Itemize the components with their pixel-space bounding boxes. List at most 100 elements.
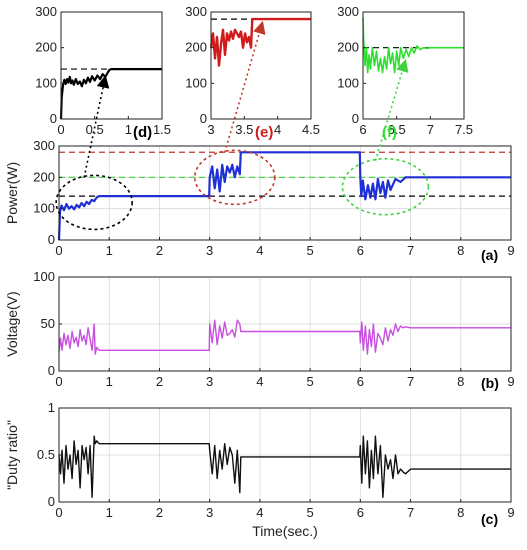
inset_f-xtick-label: 6.5: [388, 122, 406, 137]
duty-series-line: [58, 435, 511, 498]
inset_d-xtick-label: 1.5: [153, 122, 171, 137]
duty-xtick-label: 7: [407, 505, 414, 520]
inset_d-ytick-label: 0: [50, 111, 57, 126]
ellipse-f: [341, 157, 430, 216]
power-xtick-label: 0: [55, 243, 62, 258]
duty-xtick-label: 6: [357, 505, 364, 520]
inset_f-ytick-label: 100: [337, 75, 359, 90]
voltage-xtick-label: 7: [407, 374, 414, 389]
ellipse-e: [193, 149, 276, 206]
inset_e-xtick-label: 4: [274, 122, 281, 137]
inset-d-label: (d): [133, 124, 152, 141]
inset_f-axes-frame: [362, 11, 465, 120]
power-xtick-label: 4: [256, 243, 263, 258]
power-plot-area: [59, 146, 511, 240]
power-xtick-label: 3: [206, 243, 213, 258]
duty-xtick-label: 1: [106, 505, 113, 520]
duty-xlabel: Time(sec.): [252, 523, 318, 539]
inset-d-chart: 0 0.5 1.5 0 100 200 300 1: [35, 4, 171, 137]
voltage-xtick-label: 4: [256, 374, 263, 389]
inset_f-series-line: [362, 17, 464, 74]
power-ytick-label: 300: [33, 138, 55, 153]
voltage-xtick-label: 2: [156, 374, 163, 389]
inset_d-plot-area: [61, 12, 162, 119]
inset_f-xtick-label: 7: [427, 122, 434, 137]
zoom-annotations: [55, 20, 430, 231]
power-ytick-label: 100: [33, 201, 55, 216]
inset_d-xtick-label: 0: [57, 122, 64, 137]
duty-ratio-chart: 0 1 2 3 4 5 6 7 8 9 0 0.5 1 "Duty ratio" Time(sec.): [4, 400, 515, 539]
power-xtick-label: 8: [457, 243, 464, 258]
voltage-xtick-label: 5: [306, 374, 313, 389]
inset_d-ytick-label: 300: [35, 4, 57, 19]
inset_e-xtick-label: 3: [207, 122, 214, 137]
inset_f-ytick-label: 200: [337, 40, 359, 55]
inset-e-chart: 3 4 4.5 0 100 200 300 3.5: [185, 4, 320, 137]
voltage-ylabel: Voltage(V): [4, 291, 20, 356]
ellipse-f-arrow: [374, 58, 409, 161]
voltage-xtick-label: 0: [55, 374, 62, 389]
panel-c-label: (c): [481, 511, 498, 527]
power-ylabel: Power(W): [4, 162, 20, 224]
duty-xtick-label: 0: [55, 505, 62, 520]
inset_d-xtick-label: 0.5: [86, 122, 104, 137]
duty-xtick-label: 9: [507, 505, 514, 520]
inset_e-plot-area: [211, 12, 311, 119]
inset_d-ytick-label: 200: [35, 40, 57, 55]
inset_e-xtick-label: 4.5: [302, 122, 320, 137]
inset_e-axes-frame: [210, 11, 312, 120]
inset_e-series-line: [209, 17, 311, 67]
power-ytick-label: 200: [33, 169, 55, 184]
power-xtick-label: 1: [106, 243, 113, 258]
duty-ytick-label: 0: [48, 494, 55, 509]
ellipse-d: [55, 174, 133, 231]
voltage-ytick-label: 50: [41, 316, 55, 331]
inset-f-chart: 6 6.5 7.5 0 100 200 300 7: [337, 4, 473, 137]
power-xtick-label: 7: [407, 243, 414, 258]
duty-xtick-label: 4: [256, 505, 263, 520]
inset_e-ytick-label: 200: [185, 40, 207, 55]
voltage-xtick-label: 8: [457, 374, 464, 389]
inset-f-label: (f): [382, 124, 397, 141]
voltage-xtick-label: 3: [206, 374, 213, 389]
voltage-xtick-label: 6: [357, 374, 364, 389]
inset_e-xtick-label: 3.5: [235, 122, 253, 137]
inset-e-label: (e): [255, 124, 273, 141]
voltage-series-line: [58, 319, 511, 355]
power-xtick-label: 5: [306, 243, 313, 258]
panel-a-label: (a): [481, 247, 498, 263]
power-xtick-label: 2: [156, 243, 163, 258]
duty-ytick-label: 1: [48, 400, 55, 415]
voltage-ytick-label: 100: [33, 269, 55, 284]
power-chart: 0 1 2 3 4 5 6 7 8 9 0 100 200 300 Power(W): [4, 138, 515, 258]
voltage-xtick-label: 1: [106, 374, 113, 389]
duty-xtick-label: 8: [457, 505, 464, 520]
inset_d-axes-frame: [60, 11, 163, 120]
duty-xtick-label: 2: [156, 505, 163, 520]
power-ytick-label: 0: [48, 232, 55, 247]
voltage-ytick-label: 0: [48, 363, 55, 378]
power-series-line: [57, 151, 511, 241]
voltage-chart: 0 1 2 3 4 5 6 7 8 9 0 50 100 Voltage(V): [4, 269, 515, 389]
inset_d-ytick-label: 100: [35, 75, 57, 90]
duty-ylabel: "Duty ratio": [4, 420, 20, 490]
inset_e-ytick-label: 0: [200, 111, 207, 126]
inset_d-xtick-label: 1: [125, 122, 132, 137]
panel-b-label: (b): [481, 375, 499, 391]
power-xtick-label: 6: [357, 243, 364, 258]
duty-xtick-label: 5: [306, 505, 313, 520]
duty-ytick-label: 0.5: [37, 447, 55, 462]
inset_f-xtick-label: 7.5: [455, 122, 473, 137]
duty-xtick-label: 3: [206, 505, 213, 520]
power-xtick-label: 9: [507, 243, 514, 258]
voltage-xtick-label: 9: [507, 374, 514, 389]
inset_f-ytick-label: 0: [352, 111, 359, 126]
inset_f-xtick-label: 6: [359, 122, 366, 137]
power-axes-frame: [58, 145, 512, 241]
ellipse-d-arrow: [83, 74, 110, 178]
ellipse-e-arrow: [224, 20, 266, 153]
inset_f-ytick-label: 300: [337, 4, 359, 19]
inset_e-ytick-label: 100: [185, 75, 207, 90]
inset_e-ytick-label: 300: [185, 4, 207, 19]
